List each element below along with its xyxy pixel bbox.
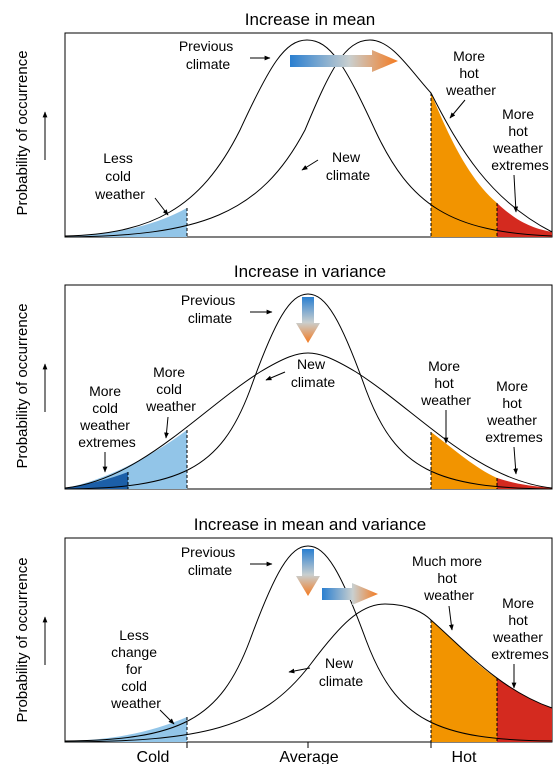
y-axis-label: Probability of occurrence — [14, 303, 31, 468]
new-climate-curve — [64, 39, 553, 238]
more-hot-weather-pointer — [449, 99, 466, 119]
hot-extreme-region — [497, 678, 552, 742]
much-more-hot-weather-label: Much more hot weather — [412, 553, 486, 603]
new-climate-label: New climate — [319, 655, 364, 689]
x-label-cold: Cold — [137, 749, 170, 764]
cold-region — [65, 430, 187, 489]
more-cold-weather-pointer — [164, 416, 169, 439]
new-climate-label: New climate — [326, 149, 371, 183]
cold-tail-region — [65, 717, 187, 742]
hot-region — [431, 620, 497, 742]
hot-extreme-region — [497, 478, 552, 489]
hot-region — [431, 432, 497, 489]
variance-arrow — [296, 297, 320, 343]
x-axis: Cold Average Hot — [137, 742, 477, 764]
x-label-average: Average — [279, 749, 338, 764]
shift-arrow — [290, 50, 398, 72]
previous-climate-curve — [64, 545, 553, 742]
x-label-hot: Hot — [452, 749, 477, 764]
more-hot-weather-extremes-label: More hot weather extremes — [491, 595, 549, 662]
panel-title: Increase in mean — [245, 10, 375, 29]
panel-increase-in-mean-and-variance: Increase in mean and variance Probabilit… — [14, 515, 553, 743]
y-axis-label: Probability of occurrence — [14, 557, 31, 722]
hot-extreme-region — [497, 203, 552, 237]
previous-climate-curve — [64, 39, 553, 237]
new-climate-pointer — [301, 159, 319, 171]
previous-climate-curve — [64, 293, 553, 490]
new-climate-pointer — [288, 667, 311, 674]
more-hot-weather-extremes-pointer — [513, 446, 518, 475]
previous-climate-label: Previous climate — [181, 544, 239, 578]
hot-region — [431, 93, 497, 237]
new-climate-pointer — [265, 371, 286, 381]
less-change-for-cold-weather-label: Less change for cold weather — [110, 627, 161, 711]
new-climate-label: New climate — [291, 356, 336, 390]
plot-frame — [64, 32, 553, 238]
y-axis-label: Probability of occurrence — [14, 50, 31, 215]
more-cold-weather-label: More cold weather — [145, 364, 196, 414]
previous-climate-label: Previous climate — [181, 292, 239, 326]
more-hot-weather-label: More hot weather — [420, 358, 471, 408]
much-more-hot-weather-pointer — [448, 605, 454, 631]
plot-frame — [64, 284, 553, 490]
panel-title: Increase in variance — [234, 262, 386, 281]
less-cold-weather-label: Less cold weather — [94, 150, 145, 202]
previous-climate-label: Previous climate — [179, 38, 237, 72]
more-hot-weather-label: More hot weather — [445, 48, 496, 98]
less-cold-weather-pointer — [154, 197, 169, 216]
cold-tail-region — [65, 208, 187, 237]
variance-arrow — [296, 549, 320, 596]
more-hot-weather-extremes-label: More hot weather extremes — [491, 106, 549, 173]
more-hot-weather-extremes-label: More hot weather extremes — [485, 378, 543, 445]
less-change-for-cold-weather-pointer — [159, 709, 175, 725]
panel-title: Increase in mean and variance — [194, 515, 426, 534]
more-hot-weather-extremes-pointer — [513, 174, 519, 213]
shift-arrow — [322, 583, 378, 605]
cold-extreme-region — [65, 472, 128, 489]
more-cold-weather-extremes-label: More cold weather extremes — [78, 383, 136, 450]
panel-increase-in-mean: Increase in mean Probability of occurren… — [14, 10, 553, 238]
panel-increase-in-variance: Increase in variance Probability of occu… — [14, 262, 553, 490]
new-climate-curve — [64, 603, 553, 743]
